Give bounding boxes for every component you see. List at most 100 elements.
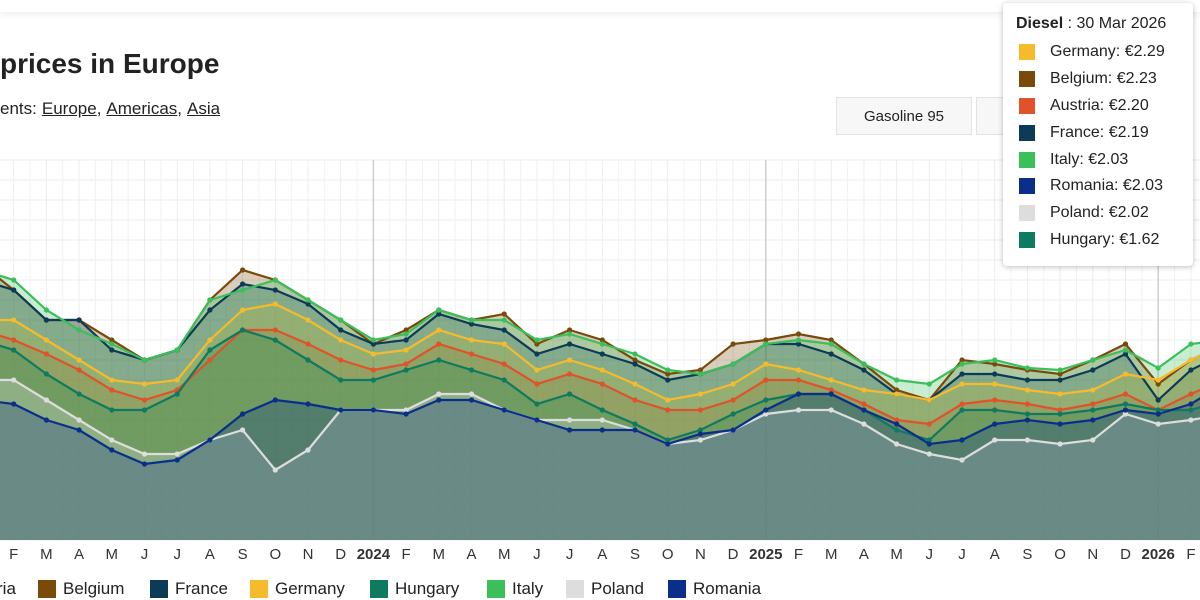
tooltip-item: Poland: €2.02: [1016, 200, 1193, 227]
x-tick-label: O: [269, 546, 281, 563]
data-point: [763, 397, 769, 403]
data-point: [141, 357, 148, 363]
data-point: [959, 371, 965, 377]
data-point: [11, 347, 17, 353]
data-point: [632, 381, 638, 387]
data-point: [567, 327, 573, 333]
data-point: [1057, 377, 1063, 383]
data-point: [567, 371, 573, 377]
x-tick-label: M: [498, 546, 511, 563]
data-point: [632, 361, 638, 367]
data-point: [828, 341, 834, 347]
legend-item[interactable]: Hungary: [370, 579, 459, 599]
data-point: [240, 327, 246, 333]
x-tick-label: M: [40, 546, 53, 563]
data-point: [1024, 387, 1030, 393]
data-point: [76, 367, 82, 373]
data-point: [1090, 437, 1096, 443]
data-point: [43, 337, 50, 343]
data-point: [109, 407, 115, 413]
data-point: [763, 337, 769, 343]
data-point: [828, 407, 834, 413]
data-point: [534, 341, 540, 347]
x-tick-label: N: [1087, 546, 1098, 563]
legend-item[interactable]: Romania: [668, 579, 761, 599]
data-point: [697, 391, 704, 397]
tooltip-swatch: [1019, 124, 1035, 141]
legend-item[interactable]: Austria: [0, 579, 16, 599]
data-point: [992, 357, 998, 363]
data-point: [534, 337, 540, 343]
data-point: [338, 377, 344, 383]
tooltip-text: Hungary: €1.62: [1050, 230, 1160, 248]
series-area: [0, 330, 1200, 540]
data-point: [763, 411, 769, 417]
x-tick-label: J: [141, 546, 149, 563]
legend-swatch: [668, 580, 686, 598]
data-point: [1188, 391, 1194, 397]
data-point: [1122, 411, 1129, 417]
data-point: [1057, 371, 1063, 377]
data-point: [109, 347, 115, 353]
data-point: [11, 287, 17, 293]
data-point: [1057, 407, 1063, 413]
data-point: [1090, 401, 1096, 407]
data-point: [109, 387, 115, 393]
data-point: [468, 351, 475, 357]
data-point: [992, 437, 998, 443]
data-point: [795, 337, 802, 343]
data-point: [436, 311, 442, 317]
data-point: [272, 327, 278, 333]
fuel-button[interactable]: Gasoline 95: [836, 97, 972, 135]
data-point: [1155, 421, 1161, 427]
data-point: [697, 407, 704, 413]
x-tick-label: D: [335, 546, 346, 563]
tooltip-header: Diesel30 Mar 2026: [1016, 15, 1193, 33]
data-point: [795, 341, 802, 347]
data-point: [828, 391, 834, 397]
data-point: [468, 317, 475, 323]
data-point: [207, 437, 213, 443]
legend-item[interactable]: Belgium: [38, 579, 124, 599]
data-point: [141, 397, 148, 403]
tooltip-swatch: [1019, 178, 1035, 195]
x-tick-label: N: [695, 546, 706, 563]
data-point: [665, 377, 671, 383]
data-point: [11, 377, 17, 383]
chart-title: prices in Europe: [0, 48, 220, 79]
region-link[interactable]: Asia: [187, 99, 221, 118]
data-point: [403, 367, 409, 373]
data-point: [697, 437, 704, 443]
legend-label: Germany: [275, 579, 345, 598]
data-point: [76, 417, 82, 423]
legend-swatch: [150, 580, 168, 598]
data-point: [141, 381, 148, 387]
data-point: [305, 447, 311, 453]
data-point: [1024, 377, 1030, 383]
x-tick-label: A: [859, 546, 869, 563]
x-tick-label: M: [890, 546, 903, 563]
data-point: [599, 407, 605, 413]
legend-item[interactable]: France: [150, 579, 228, 599]
data-point: [697, 367, 704, 373]
data-point: [828, 387, 834, 393]
series-area: [0, 284, 1200, 540]
region-link[interactable]: Americas: [106, 99, 187, 118]
tooltip-text: Italy: €2.03: [1050, 150, 1129, 168]
data-point: [76, 427, 82, 433]
data-point: [730, 397, 736, 403]
tooltip-text: Poland: €2.02: [1050, 204, 1149, 222]
legend-item[interactable]: Poland: [566, 579, 644, 599]
data-point: [1122, 391, 1129, 397]
data-point: [338, 317, 344, 323]
x-tick-label: M: [433, 546, 446, 563]
subtitle: ents: EuropeAmericasAsia: [0, 99, 220, 119]
data-point: [992, 381, 998, 387]
data-point: [763, 407, 769, 413]
legend-swatch: [370, 580, 388, 598]
data-point: [501, 317, 507, 323]
legend-item[interactable]: Italy: [487, 579, 543, 599]
data-point: [861, 421, 867, 427]
data-point: [272, 467, 278, 473]
legend-item[interactable]: Germany: [250, 579, 345, 599]
